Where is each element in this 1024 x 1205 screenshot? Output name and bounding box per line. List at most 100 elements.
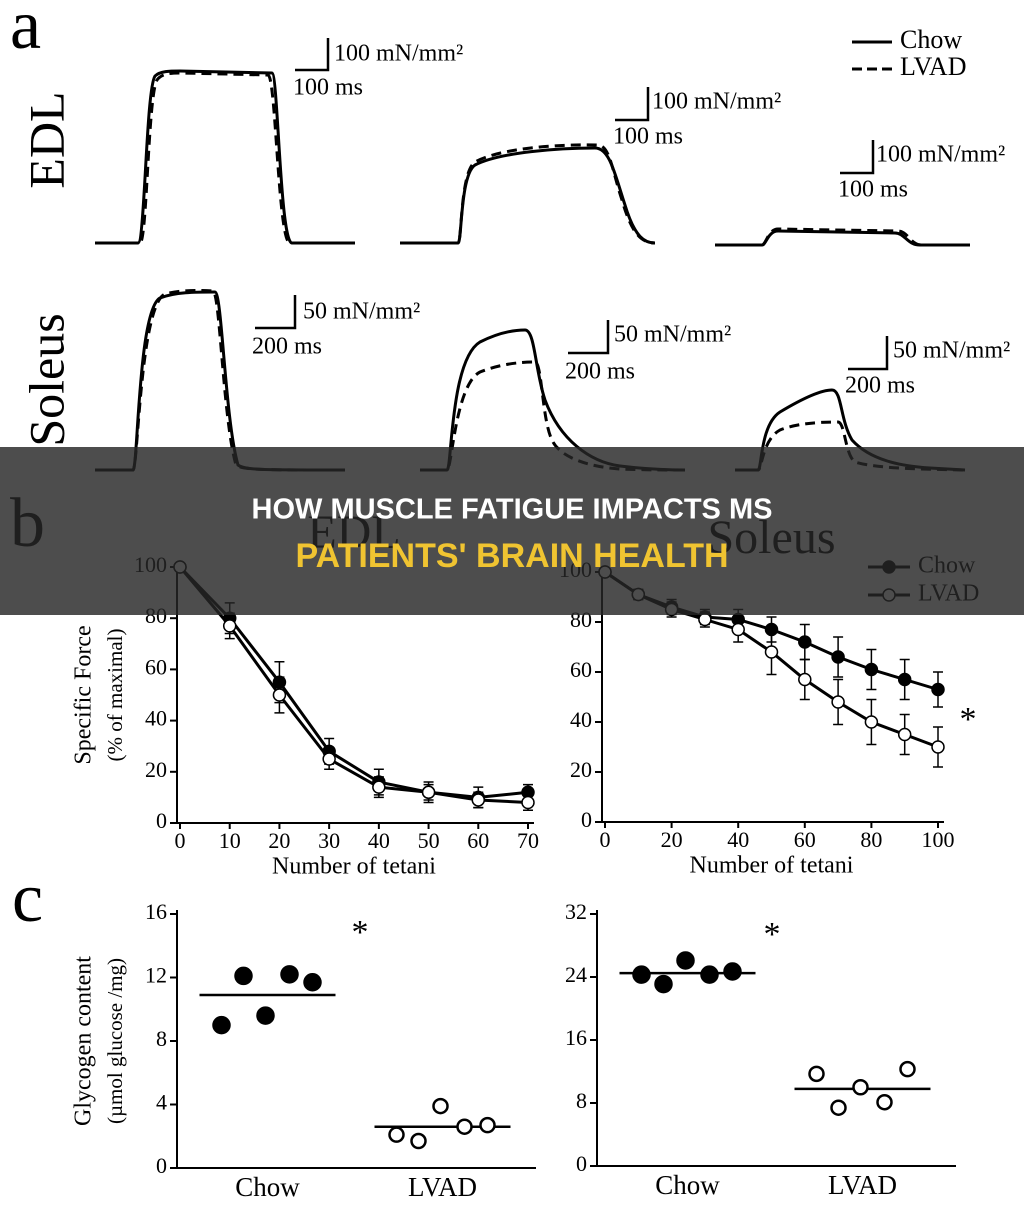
- x-tick-label: 80: [860, 827, 882, 852]
- annotation: *: [960, 701, 977, 738]
- data-point: [456, 1118, 473, 1135]
- y-axis-label: Specific Force: [71, 625, 97, 764]
- x-tick-label: 40: [727, 827, 749, 852]
- data-point: [654, 974, 673, 994]
- data-point: [764, 645, 779, 659]
- data-point: [798, 672, 812, 687]
- annotation: *: [352, 914, 369, 951]
- data-point: [521, 795, 535, 810]
- y-tick-label: 8: [576, 1088, 587, 1113]
- y-axis-label: Glycogen content: [71, 956, 97, 1126]
- series-line: [178, 566, 529, 805]
- data-point: [280, 965, 299, 984]
- chart: 0 8 16 24 32 * Chow LVAD: [565, 899, 956, 1200]
- trace-lvad: [420, 360, 686, 472]
- y-tick-label: 60: [145, 654, 167, 679]
- y-tick-label: 40: [145, 706, 167, 731]
- banner: HOW MUSCLE FATIGUE IMPACTS MS PATIENTS' …: [0, 447, 1024, 615]
- data-point: [899, 1060, 916, 1078]
- panel-label: a: [10, 0, 41, 64]
- y-tick-label: 24: [565, 962, 587, 987]
- scale-force: 50 mN/mm²: [893, 338, 1010, 364]
- data-point: [864, 715, 879, 729]
- trace-lvad: [400, 143, 656, 245]
- trace-lvad: [95, 71, 355, 245]
- scale-force: 50 mN/mm²: [303, 299, 420, 325]
- data-point: [876, 1093, 893, 1111]
- data-point: [931, 682, 945, 697]
- y-tick-label: 0: [576, 1151, 587, 1176]
- data-point: [222, 619, 237, 633]
- data-point: [830, 1099, 847, 1116]
- x-tick-label: LVAD: [408, 1172, 477, 1202]
- y-tick-label: 16: [565, 1025, 587, 1050]
- x-tick-label: 0: [175, 828, 186, 853]
- banner-background: [0, 447, 1024, 615]
- y-tick-label: 8: [156, 1026, 167, 1051]
- y-tick-label: 0: [581, 807, 592, 832]
- y-tick-label: 12: [145, 963, 167, 988]
- data-point: [700, 965, 719, 984]
- y-axis-label: (µmol glucose /mg): [103, 958, 127, 1124]
- banner-title: PATIENTS' BRAIN HEALTH: [295, 537, 728, 575]
- scale-bar: [255, 295, 297, 330]
- data-point: [798, 635, 812, 649]
- scale-time: 100 ms: [293, 75, 363, 101]
- data-point: [897, 672, 912, 687]
- data-point: [432, 1097, 449, 1115]
- x-tick-label: 20: [268, 828, 290, 853]
- y-tick-label: 0: [156, 1153, 167, 1178]
- scale-time: 200 ms: [845, 373, 915, 399]
- scale-force: 100 mN/mm²: [876, 142, 1005, 168]
- x-tick-label: 30: [318, 828, 340, 853]
- scale-bar: [295, 38, 330, 72]
- data-point: [421, 785, 436, 800]
- x-tick-label: 100: [922, 827, 955, 852]
- annotation: *: [764, 916, 781, 953]
- x-tick-label: 60: [794, 827, 816, 852]
- data-point: [698, 612, 712, 627]
- x-tick-label: 70: [517, 828, 539, 853]
- banner-title: HOW MUSCLE FATIGUE IMPACTS MS: [252, 494, 773, 526]
- data-point: [303, 973, 322, 992]
- trace-chow: [95, 69, 355, 245]
- y-tick-label: 20: [145, 757, 167, 782]
- data-point: [731, 622, 745, 637]
- legend-label: Chow: [900, 25, 962, 54]
- scale-bar: [615, 87, 650, 122]
- data-point: [852, 1079, 869, 1096]
- scale-bar: [568, 320, 610, 355]
- scale-bar: [848, 336, 889, 371]
- x-tick-label: 20: [661, 827, 683, 852]
- y-tick-label: 40: [570, 707, 592, 732]
- data-point: [410, 1132, 427, 1150]
- series-line: [178, 565, 529, 799]
- data-point: [479, 1116, 496, 1134]
- scale-time: 200 ms: [252, 334, 322, 360]
- scale-time: 200 ms: [565, 359, 635, 385]
- data-point: [212, 1015, 231, 1035]
- panel-label: c: [12, 860, 43, 937]
- data-point: [632, 965, 651, 984]
- data-point: [831, 695, 845, 709]
- y-tick-label: 20: [570, 757, 592, 782]
- data-point: [471, 793, 486, 807]
- y-tick-label: 60: [570, 657, 592, 682]
- x-tick-label: 10: [219, 828, 241, 853]
- x-tick-label: LVAD: [828, 1170, 897, 1200]
- x-tick-label: 40: [368, 828, 390, 853]
- data-point: [234, 966, 253, 986]
- data-point: [831, 650, 845, 664]
- data-point: [931, 740, 945, 754]
- scale-force: 100 mN/mm²: [334, 41, 463, 67]
- y-tick-label: 16: [145, 899, 167, 924]
- x-tick-label: 50: [418, 828, 440, 853]
- row-label: Soleus: [18, 313, 74, 446]
- trace-lvad: [735, 420, 966, 472]
- data-point: [808, 1065, 825, 1083]
- row-label: EDL: [18, 91, 74, 188]
- y-tick-label: 32: [565, 899, 587, 924]
- trace-lvad: [715, 227, 970, 247]
- data-point: [272, 688, 287, 702]
